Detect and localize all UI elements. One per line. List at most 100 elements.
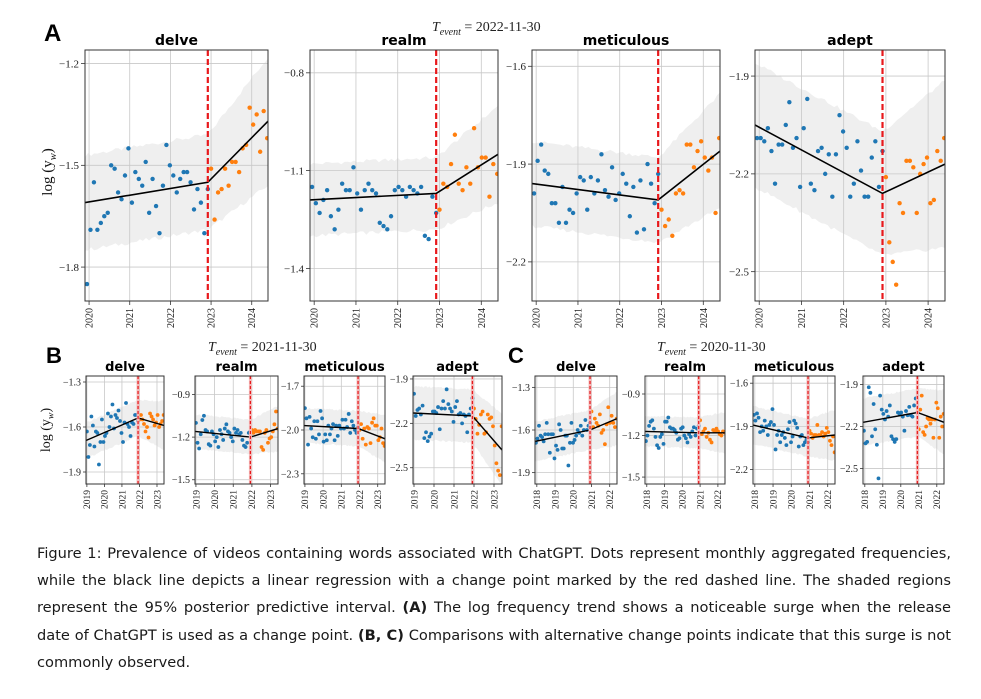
data-point-post [261,108,266,114]
data-point-pre [407,184,413,190]
data-point-pre [224,422,229,427]
data-point-post [475,431,480,436]
x-tick-label: 2022 [393,308,404,328]
data-point-post [215,190,221,195]
data-point-post [695,148,700,154]
data-point-post [823,431,828,436]
data-point-pre [304,406,307,411]
data-point-pre [794,135,799,141]
data-point-pre [358,207,364,212]
x-tick-label: 2019 [879,490,889,509]
data-point-pre [574,433,579,438]
data-point-pre [370,187,375,193]
data-point-pre [855,139,860,144]
data-point-post [922,433,927,437]
data-point-pre [306,442,310,447]
data-point-pre [420,403,425,408]
data-point-pre [307,414,312,419]
data-point-pre [795,425,800,430]
data-point-pre [124,401,128,405]
caption-tag-bc: (B, C) [357,626,404,644]
y-tick-label: −2.2 [390,419,408,430]
data-point-post [924,155,930,160]
data-point-pre [878,393,882,398]
subplot-title: delve [105,360,145,375]
data-point-pre [234,430,238,435]
data-point-pre [195,420,198,425]
data-point-pre [585,207,590,212]
prediction-band [310,105,498,238]
data-point-pre [819,145,824,150]
data-point-pre [661,441,666,446]
data-point-post [719,433,724,438]
x-tick-label: 2019 [410,490,420,509]
y-tick-label: −1.8 [59,262,79,274]
y-tick-label: −1.9 [730,422,748,433]
data-point-post [597,412,602,417]
data-point-pre [90,423,95,428]
data-point-post [212,217,217,222]
data-point-pre [891,437,895,442]
data-point-post [362,426,367,431]
y-tick-label: −1.9 [506,159,526,171]
data-point-post [497,473,502,478]
subplot-a-delve: delve −1.2 −1.5 −1.8 2020 2021 2022 2023 2024 [59,33,269,328]
data-point-post [609,413,614,418]
data-point-post [691,165,697,170]
axes-frame [85,375,165,485]
data-point-pre [609,165,615,170]
data-point-pre [439,406,444,411]
data-point-post [815,423,820,427]
data-point-pre [335,433,340,438]
data-point-pre [337,423,342,428]
subplot-title: delve [155,33,198,49]
data-point-post [151,417,155,422]
data-point-post [491,161,496,167]
data-point-pre [873,139,878,144]
data-point-post [887,240,892,245]
x-tick-label: 2021 [338,490,348,509]
data-point-post [233,159,238,165]
data-point-pre [848,194,853,199]
data-point-pre [425,439,430,443]
data-point-pre [129,200,135,205]
data-point-post [677,187,682,193]
regression-line [85,120,268,204]
data-point-pre [427,434,432,439]
data-point-post [928,201,933,206]
data-point-post [499,424,502,429]
data-point-post [941,411,944,416]
data-point-pre [753,418,758,423]
data-point-pre [862,194,867,199]
subplot-title: realm [664,360,706,375]
prediction-band [535,392,617,462]
x-tick-label: 2022 [606,490,616,509]
x-tick-label: 2019 [83,490,93,509]
caption-label: Figure 1: [37,545,102,562]
x-tick-label: 2023 [881,308,892,328]
data-point-post [666,217,671,222]
data-point-pre [869,155,874,160]
data-point-pre [118,419,122,423]
subplot-a-adept: adept −1.9 −2.2 −2.5 2020 2021 2022 2023 2024 [729,33,946,328]
subplot-title: adept [882,360,924,375]
x-tick-label: 2021 [915,490,925,509]
data-point-pre [762,418,767,423]
data-point-pre [436,405,440,409]
data-point-pre [245,440,250,445]
data-point-pre [577,174,583,180]
data-point-post [828,438,832,443]
data-point-pre [455,399,459,404]
data-point-pre [443,406,447,411]
data-point-pre [787,99,792,105]
y-tick-label: −1.6 [730,379,748,390]
data-point-post [603,442,607,447]
data-point-pre [688,435,693,439]
x-tick-label: 2020 [788,490,798,509]
plot-area [85,50,268,301]
tevent-subscript: event [664,346,686,358]
data-point-post [900,210,906,216]
data-point-post [374,423,379,428]
data-point-post [382,444,385,448]
